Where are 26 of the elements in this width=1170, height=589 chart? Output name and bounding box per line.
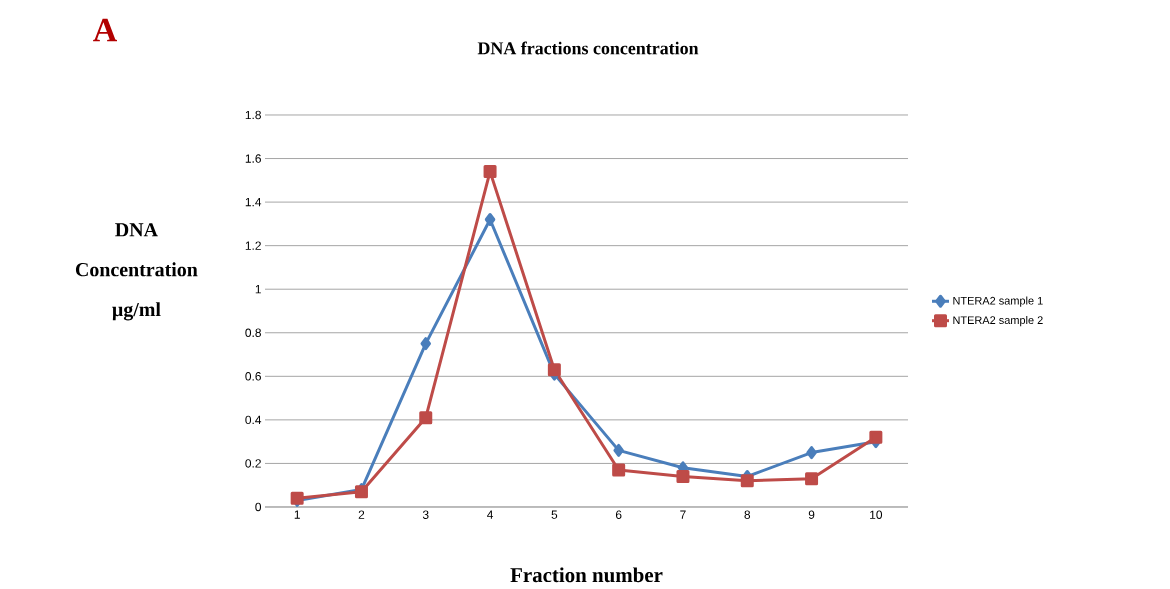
y-tick-label: 0.6 bbox=[245, 372, 261, 381]
text: DNA Concentration µg/ml bbox=[75, 223, 198, 321]
x-tick-label: 7 bbox=[680, 510, 686, 519]
y-tick-label: 0.2 bbox=[245, 459, 261, 468]
x-tick-label: 1 bbox=[294, 510, 300, 519]
x-tick-label: 2 bbox=[358, 510, 365, 519]
x-axis-title: Fraction number bbox=[510, 567, 663, 583]
x-tick-label: 3 bbox=[422, 510, 429, 519]
y-tick-label: 1 bbox=[255, 285, 261, 294]
text: A bbox=[93, 18, 117, 42]
y-tick-label: 1.2 bbox=[245, 241, 261, 250]
y-tick-label: 1.6 bbox=[245, 154, 261, 163]
x-tick-label: 8 bbox=[744, 510, 751, 519]
chart-title: DNA fractions concentration bbox=[477, 41, 699, 55]
x-tick-label: 5 bbox=[551, 510, 558, 519]
legend-label: NTERA2 sample 2 bbox=[953, 315, 1043, 327]
y-tick-label: 1.8 bbox=[245, 110, 261, 120]
y-tick-label: 1.4 bbox=[245, 197, 262, 207]
x-tick-label: 4 bbox=[487, 510, 494, 519]
y-tick-label: 0.4 bbox=[245, 415, 262, 425]
legend-label: NTERA2 sample 1 bbox=[953, 296, 1043, 307]
x-tick-label: 6 bbox=[615, 510, 622, 519]
y-tick-label: 0 bbox=[255, 502, 262, 512]
x-tick-label: 9 bbox=[808, 510, 815, 519]
y-tick-label: 0.8 bbox=[245, 328, 261, 337]
x-tick-label: 10 bbox=[870, 510, 883, 519]
